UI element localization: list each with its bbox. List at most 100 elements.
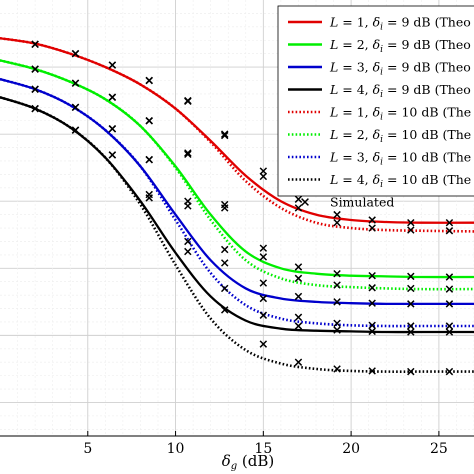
simulated-marker (184, 247, 192, 256)
simulated-marker (445, 273, 454, 281)
simulated-marker (368, 367, 376, 375)
simulated-marker (31, 40, 39, 49)
simulated-marker (445, 285, 454, 293)
x-tick-label: 15 (254, 441, 272, 457)
simulated-marker (108, 61, 117, 69)
simulated-marker (407, 284, 415, 293)
simulated-marker (368, 216, 376, 224)
simulated-marker (220, 306, 229, 314)
simulated-marker (294, 358, 303, 366)
simulated-marker (184, 202, 192, 210)
simulated-marker (259, 167, 268, 175)
simulated-marker (445, 322, 454, 330)
simulated-marker (294, 313, 303, 322)
series-line-5 (0, 36, 474, 233)
legend-label: L = 4, δi = 10 dB (The (329, 172, 471, 190)
simulated-marker (184, 149, 192, 157)
series-line-8 (0, 96, 474, 373)
simulated-marker (333, 319, 341, 328)
legend-box (277, 5, 474, 197)
simulated-marker (445, 300, 454, 308)
series-line-4 (0, 96, 474, 334)
simulated-marker (220, 259, 229, 267)
legend-label: Simulated (330, 195, 394, 210)
simulated-marker (294, 274, 303, 283)
x-tick-label: 10 (167, 441, 185, 457)
series-group (0, 36, 474, 373)
simulated-marker (220, 204, 229, 212)
simulated-marker (445, 227, 454, 235)
simulated-marker (220, 245, 229, 254)
simulated-marker (31, 65, 39, 73)
simulated-marker (445, 328, 454, 336)
simulated-marker (259, 244, 268, 252)
x-tick-label: 20 (342, 441, 360, 457)
simulated-marker (108, 93, 117, 101)
x-tick-label: 25 (430, 441, 448, 457)
simulated-marker (259, 311, 268, 319)
x-axis-label: δg (dB) (222, 452, 275, 472)
x-ticks: 5 10 15 20 25 (83, 431, 448, 457)
series-line-7 (0, 77, 474, 328)
legend-label: L = 1, δi = 10 dB (The (329, 105, 471, 123)
simulated-marker (368, 271, 376, 280)
legend: L = 1, δi = 9 dB (Theo L = 2, δi = 9 dB (… (277, 5, 474, 210)
simulated-marker (259, 279, 268, 287)
legend-label: L = 1, δi = 9 dB (Theo (329, 15, 471, 33)
simulated-marker (333, 218, 341, 227)
simulated-marker (259, 340, 268, 348)
simulated-marker (368, 284, 376, 292)
simulated-marker (145, 155, 153, 164)
simulated-marker (368, 224, 376, 232)
simulated-marker (108, 125, 117, 133)
simulated-marker (407, 300, 415, 308)
legend-label: L = 2, δi = 9 dB (Theo (329, 37, 471, 55)
legend-label: L = 4, δi = 9 dB (Theo (329, 82, 471, 100)
simulated-marker (31, 104, 39, 113)
x-tick-label: 5 (83, 441, 92, 457)
simulated-marker (184, 237, 192, 246)
simulated-marker (368, 299, 376, 307)
simulated-marker (71, 103, 80, 112)
series-line-2 (0, 59, 474, 279)
simulated-marker (407, 226, 415, 234)
simulated-marker (220, 131, 229, 140)
simulated-marker (333, 269, 341, 278)
simulated-marker (31, 85, 39, 93)
simulated-marker (145, 194, 153, 202)
simulated-marker (294, 204, 303, 212)
simulated-marker (71, 49, 80, 58)
simulated-marker (333, 326, 341, 334)
simulated-marker (407, 322, 415, 330)
simulated-marker (407, 367, 415, 376)
simulated-marker (145, 76, 153, 85)
simulated-marker (333, 210, 341, 219)
simulated-marker (220, 284, 229, 293)
simulated-marker (294, 195, 303, 203)
simulated-marker (333, 365, 341, 373)
series-line-1 (0, 37, 474, 224)
simulated-marker (368, 321, 376, 330)
simulated-marker (407, 218, 415, 227)
simulated-marker (407, 328, 415, 336)
simulated-marker (368, 327, 376, 336)
simulated-marker (259, 172, 268, 181)
legend-label: L = 3, δi = 9 dB (Theo (329, 60, 471, 78)
simulated-marker (220, 130, 229, 138)
simulated-marker (184, 97, 192, 106)
simulated-marker (71, 79, 80, 87)
simulated-marker (445, 218, 454, 227)
simulated-marker (445, 367, 454, 376)
simulated-marker (407, 272, 415, 281)
simulated-marker (333, 281, 341, 289)
legend-label: L = 3, δi = 10 dB (The (329, 150, 471, 168)
series-line-3 (0, 78, 474, 306)
simulated-marker (108, 151, 117, 159)
legend-swatch (301, 198, 309, 206)
simulated-marker (259, 253, 268, 261)
simulated-marker (184, 150, 192, 159)
simulated-marker (294, 322, 303, 330)
simulated-marker (294, 263, 303, 271)
simulated-marker (333, 298, 341, 306)
